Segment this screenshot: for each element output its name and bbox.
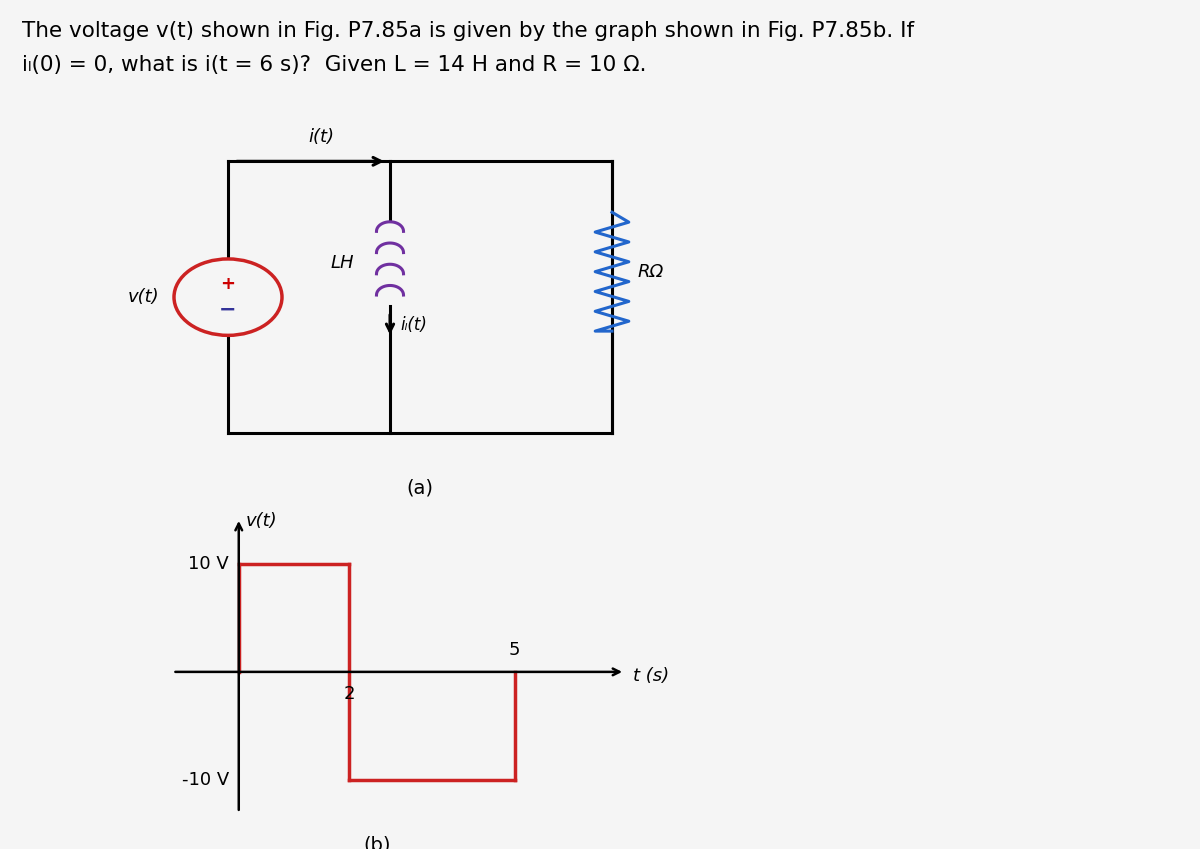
Text: t (s): t (s) (634, 667, 670, 685)
Text: v(t): v(t) (245, 512, 277, 530)
Text: v(t): v(t) (127, 288, 158, 306)
Text: 5: 5 (509, 641, 521, 659)
Text: +: + (221, 275, 235, 294)
Text: (a): (a) (407, 479, 433, 498)
Text: iₗ(t): iₗ(t) (401, 316, 427, 334)
Text: -10 V: -10 V (181, 771, 229, 790)
Text: i(t): i(t) (308, 128, 334, 147)
Text: RΩ: RΩ (637, 262, 664, 281)
Text: (b): (b) (362, 835, 390, 849)
Text: 2: 2 (343, 685, 355, 703)
Text: 10 V: 10 V (188, 554, 229, 572)
Text: LH: LH (330, 254, 354, 273)
Text: iₗ(0) = 0, what is i(t = 6 s)?  Given L = 14 H and R = 10 Ω.: iₗ(0) = 0, what is i(t = 6 s)? Given L =… (22, 55, 646, 76)
Text: −: − (220, 300, 236, 320)
Text: The voltage v(t) shown in Fig. P7.85a is given by the graph shown in Fig. P7.85b: The voltage v(t) shown in Fig. P7.85a is… (22, 21, 913, 42)
